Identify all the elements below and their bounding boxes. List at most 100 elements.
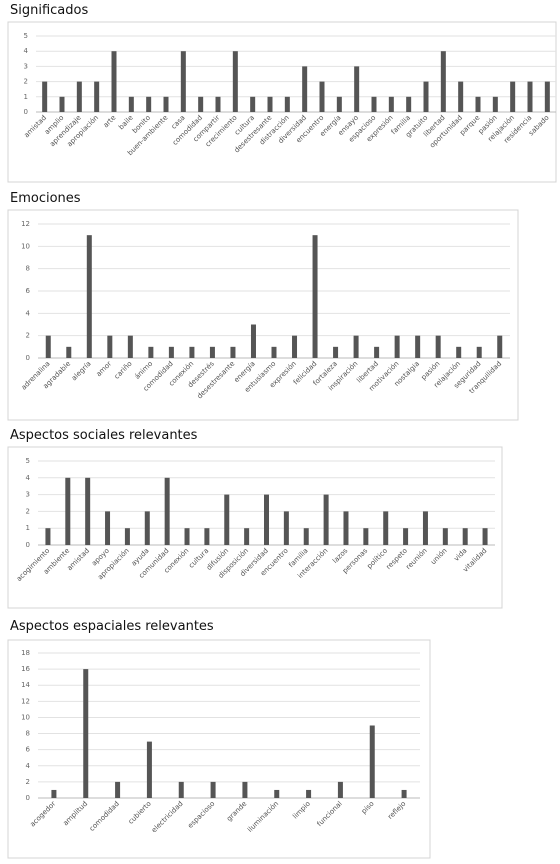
y-tick-label: 8 [26, 730, 30, 738]
bar [215, 96, 221, 112]
bar [209, 346, 215, 358]
bar [59, 96, 65, 112]
bar [210, 781, 216, 798]
bar [292, 335, 298, 358]
bar [319, 81, 325, 112]
y-tick-label: 2 [26, 507, 30, 515]
bar [198, 96, 204, 112]
bar [144, 511, 150, 545]
x-tick-label: cubierto [127, 800, 153, 826]
bar [458, 81, 464, 112]
bar [45, 335, 51, 358]
bar [510, 81, 516, 112]
bar [337, 781, 343, 798]
bar [456, 346, 462, 358]
bar [65, 477, 71, 545]
bar [369, 725, 375, 798]
x-tick-label: piso [360, 800, 376, 816]
y-tick-label: 14 [21, 681, 30, 689]
y-tick-label: 4 [26, 309, 31, 317]
bar [148, 346, 154, 358]
bar [164, 477, 170, 545]
chart-title: Emociones [10, 191, 81, 206]
bar [178, 781, 184, 798]
chart-frame [7, 639, 431, 859]
chart-frame [7, 209, 519, 421]
y-tick-label: 3 [26, 491, 30, 499]
y-tick-label: 4 [26, 474, 31, 482]
bar [423, 81, 429, 112]
bar [271, 346, 277, 358]
bar [303, 528, 309, 545]
bar [230, 346, 236, 358]
chart-frame [7, 446, 503, 609]
bar [482, 528, 488, 545]
bar [422, 511, 428, 545]
bar [107, 335, 113, 358]
x-tick-label: acogimiento [15, 547, 51, 583]
y-tick-label: 1 [24, 93, 28, 101]
x-tick-label: comodidad [88, 800, 121, 833]
x-tick-label: amor [95, 360, 114, 379]
y-tick-label: 5 [24, 32, 28, 40]
bar [363, 528, 369, 545]
y-tick-label: 2 [26, 332, 30, 340]
x-tick-label: vida [452, 547, 468, 563]
bar [163, 96, 169, 112]
bar [127, 335, 133, 358]
bar [323, 494, 329, 545]
bar [406, 96, 412, 112]
y-tick-label: 6 [26, 287, 31, 295]
bar [224, 494, 230, 545]
bar [333, 346, 339, 358]
bar [497, 335, 503, 358]
bar [86, 235, 92, 358]
bar [45, 528, 51, 545]
bar [312, 235, 318, 358]
x-tick-label: reunión [404, 547, 428, 571]
bar [124, 528, 130, 545]
bar [435, 335, 441, 358]
y-tick-label: 16 [21, 665, 30, 673]
bar [354, 66, 360, 112]
bar [264, 494, 269, 545]
bar [42, 81, 48, 112]
y-tick-label: 0 [26, 794, 30, 802]
chart-title: Aspectos sociales relevantes [10, 428, 198, 443]
bar [83, 669, 89, 798]
bar [250, 96, 256, 112]
bar [232, 51, 238, 112]
y-tick-label: 12 [21, 697, 30, 705]
x-tick-label: grande [225, 800, 248, 823]
y-tick-label: 12 [21, 220, 30, 228]
bar [184, 528, 190, 545]
bar [146, 96, 152, 112]
bar [51, 789, 57, 798]
bar [244, 528, 250, 545]
bar [115, 781, 121, 798]
y-tick-label: 8 [26, 265, 30, 273]
bar [306, 789, 312, 798]
x-tick-label: amplitud [62, 800, 90, 828]
bar [189, 346, 195, 358]
chart-title: Aspectos espaciales relevantes [10, 619, 214, 634]
bar [111, 51, 117, 112]
y-tick-label: 10 [21, 242, 30, 250]
x-tick-label: cariño [113, 360, 134, 381]
y-tick-label: 5 [26, 457, 30, 465]
y-tick-label: 0 [26, 354, 30, 362]
bar [242, 781, 248, 798]
x-tick-label: reflejo [386, 800, 407, 821]
y-tick-label: 10 [21, 713, 30, 721]
bar [76, 81, 82, 112]
bar [403, 528, 409, 545]
bar [274, 789, 280, 798]
bar [527, 81, 533, 112]
x-tick-label: electricidad [150, 800, 185, 835]
x-tick-label: arte [102, 114, 118, 130]
bar [544, 81, 550, 112]
bar [336, 96, 342, 112]
bar [462, 528, 468, 545]
bar [180, 51, 186, 112]
